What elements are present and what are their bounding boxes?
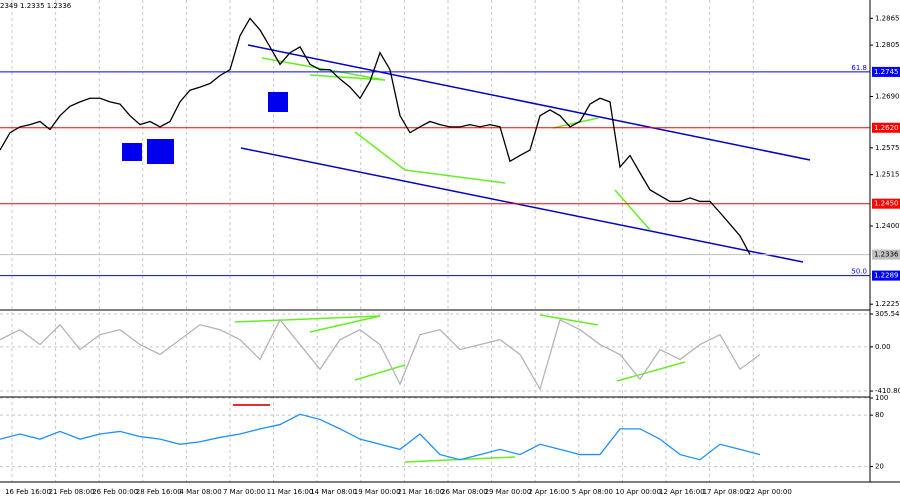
level-label-box [872,270,900,281]
y-tick-label: 1.2690 [875,92,900,100]
time-label: 26 Feb 00:00 [92,488,138,496]
marker-box [122,143,142,161]
time-label: 17 Apr 08:00 [703,488,749,496]
marker-box [147,139,174,164]
level-tag: 50.0 [851,268,867,276]
time-label: 21 Mar 16:00 [397,488,444,496]
divergence-lines [234,57,686,463]
y-tick-label: 1.2400 [875,222,900,230]
y-tick-label: 1.2515 [875,171,900,179]
level-label-box [872,66,900,77]
time-label: 26 Mar 08:00 [441,488,488,496]
y-tick-label: 1.2805 [875,41,900,49]
time-label: 5 Apr 08:00 [572,488,613,496]
marker-box [268,92,288,112]
channel-upper [247,44,811,161]
time-label: 29 Mar 00:00 [485,488,532,496]
level-label: 1.2620 [874,124,899,132]
time-label: 7 Mar 00:00 [223,488,265,496]
series-line [0,413,761,461]
price-header: 2349 1.2335 1.2336 [0,2,72,10]
time-label: 4 Mar 08:00 [179,488,221,496]
time-label: 12 Apr 16:00 [659,488,705,496]
time-label: 14 Mar 08:00 [310,488,357,496]
y-tick-label: 20 [875,463,884,471]
y-tick-label: 1.2865 [875,14,900,22]
level-label-box [872,249,900,260]
time-label: 2 Apr 16:00 [528,488,569,496]
plots: 1.29801.29251.28651.28051.26901.25751.25… [0,0,900,483]
y-tick-label: 1.2575 [875,144,900,152]
channel-lower [240,147,804,263]
series-line [0,17,751,255]
time-label: 11 Mar 16:00 [267,488,314,496]
time-label: 21 Feb 08:00 [49,488,95,496]
time-label: 16 Feb 16:00 [5,488,51,496]
time-label: 28 Feb 16:00 [136,488,182,496]
y-tick-label: 305.5401 [875,310,900,318]
y-tick-label: 80 [875,411,884,419]
series-line [0,318,761,391]
level-label-box [872,198,900,209]
time-label: 19 Mar 00:00 [354,488,401,496]
y-tick-label: -410.803 [875,387,900,395]
y-tick-label: 1.2225 [875,300,900,308]
level-tag: 61.8 [851,64,867,72]
level-label: 1.2450 [874,200,899,208]
level-label-box [872,122,900,133]
time-label: 10 Apr 00:00 [615,488,661,496]
level-label: 1.2289 [874,272,899,280]
y-tick-label: 100 [875,394,888,402]
level-label: 1.2745 [874,68,899,76]
level-label: 1.2336 [874,251,899,259]
y-tick-label: 0.00 [875,343,891,351]
time-label: 22 Apr 00:00 [746,488,792,496]
annotations [122,44,811,463]
